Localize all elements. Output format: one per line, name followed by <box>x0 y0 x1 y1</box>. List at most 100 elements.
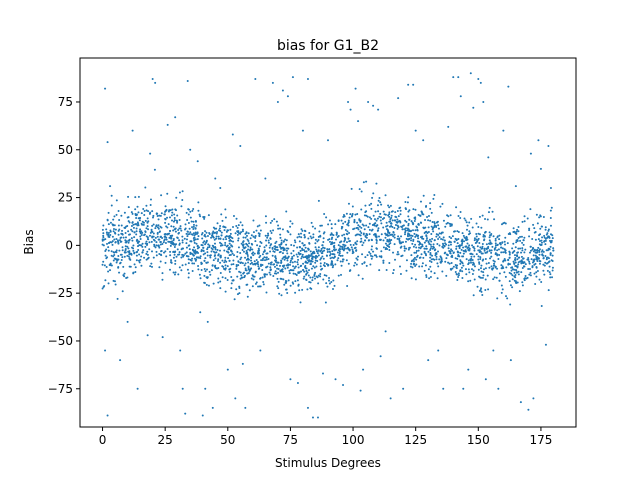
data-point <box>267 232 270 235</box>
data-point <box>484 218 487 221</box>
data-point <box>391 219 394 222</box>
data-point <box>496 297 499 300</box>
data-point <box>121 249 124 252</box>
data-point <box>168 268 171 271</box>
data-point <box>432 246 435 249</box>
data-point <box>439 256 442 259</box>
data-point <box>301 229 304 232</box>
data-point <box>442 236 445 239</box>
data-point-outlier <box>447 125 450 128</box>
data-point <box>298 240 301 243</box>
data-point <box>535 271 538 274</box>
data-point <box>392 251 395 254</box>
data-point-outlier <box>149 152 152 155</box>
data-point <box>151 265 153 268</box>
data-point <box>254 271 257 274</box>
data-point <box>282 278 285 281</box>
data-point <box>515 271 518 274</box>
data-point <box>388 261 391 264</box>
data-point-outlier <box>219 187 222 190</box>
data-point <box>164 241 167 244</box>
data-point <box>316 260 319 263</box>
data-point <box>450 224 453 227</box>
data-point <box>275 220 278 223</box>
data-point <box>265 256 268 259</box>
data-point <box>201 244 204 247</box>
data-point <box>467 259 470 262</box>
data-point <box>296 263 299 266</box>
data-point <box>404 207 407 210</box>
data-point <box>205 240 208 243</box>
data-point <box>115 261 118 264</box>
data-point <box>206 234 209 237</box>
data-point <box>404 219 407 222</box>
data-point <box>155 250 158 253</box>
data-point <box>261 276 264 279</box>
data-point <box>293 239 296 242</box>
data-point <box>472 246 475 249</box>
data-point <box>145 235 148 238</box>
data-point <box>414 278 417 281</box>
data-point <box>314 271 317 274</box>
data-point <box>242 243 245 246</box>
data-point <box>533 272 536 275</box>
data-point <box>382 239 385 242</box>
data-point <box>435 255 438 258</box>
data-point <box>105 228 108 231</box>
data-point <box>471 244 474 247</box>
data-point <box>375 182 378 185</box>
data-point <box>542 257 545 259</box>
data-point <box>341 245 344 248</box>
data-point <box>493 276 496 279</box>
data-point <box>185 238 188 241</box>
data-point <box>102 224 105 227</box>
data-point <box>145 209 148 212</box>
data-point <box>467 233 470 236</box>
data-point <box>139 228 142 231</box>
data-point <box>419 221 422 224</box>
data-point <box>421 243 424 246</box>
data-point <box>374 210 377 213</box>
data-point <box>299 301 302 304</box>
data-point <box>225 260 228 263</box>
data-point <box>203 240 206 243</box>
data-point <box>510 272 513 275</box>
data-point <box>144 186 147 189</box>
data-point <box>437 237 440 240</box>
data-point <box>176 214 179 217</box>
data-point <box>424 252 427 255</box>
data-point-outlier <box>384 330 387 333</box>
data-point <box>223 261 226 264</box>
data-point <box>459 262 462 265</box>
data-point <box>191 270 194 273</box>
data-point <box>498 253 501 256</box>
data-point <box>404 200 407 203</box>
data-point <box>287 279 290 282</box>
data-point <box>404 233 406 236</box>
data-point <box>428 260 431 263</box>
data-point <box>283 258 286 261</box>
data-point <box>511 274 514 277</box>
data-point <box>271 219 274 222</box>
data-point <box>501 241 504 244</box>
data-point <box>191 257 194 260</box>
data-point <box>128 250 131 253</box>
data-point <box>427 268 430 271</box>
data-point <box>165 255 168 258</box>
data-point <box>179 225 182 228</box>
data-point <box>512 250 515 253</box>
data-point <box>432 258 435 261</box>
data-point <box>386 244 389 247</box>
data-point <box>219 256 222 259</box>
data-point <box>135 217 138 220</box>
data-point <box>416 229 419 232</box>
data-point <box>168 229 171 232</box>
data-point <box>273 250 276 253</box>
data-point <box>421 265 424 268</box>
data-point <box>413 263 416 266</box>
data-point <box>425 276 428 279</box>
data-point <box>439 205 442 208</box>
data-point <box>464 250 467 253</box>
data-point <box>438 232 441 235</box>
data-point <box>478 262 481 265</box>
